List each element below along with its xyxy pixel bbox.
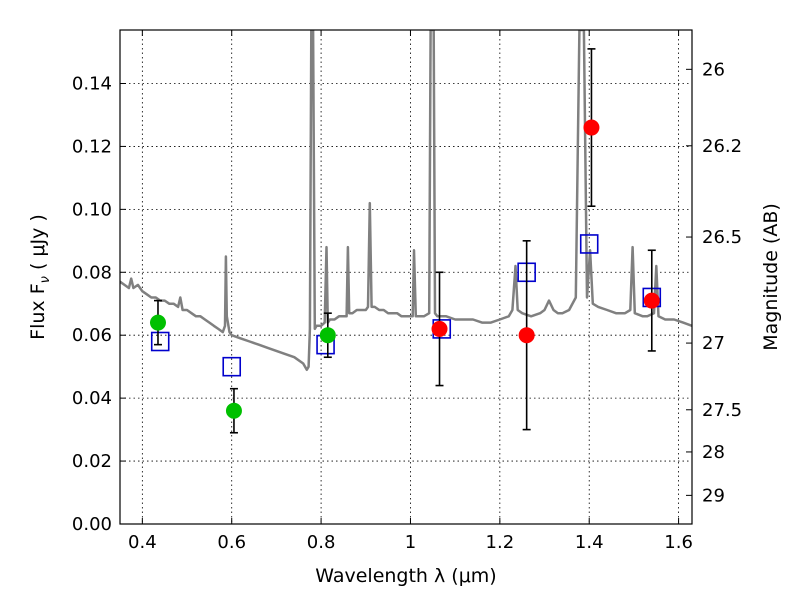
y-axis-title-main: Flux F (27, 283, 49, 339)
y-axis-title-subscript: ν (38, 276, 53, 283)
nir-point (431, 320, 448, 337)
x-axis: 0.4 0.6 0.8 1 1.2 1.4 1.6 (128, 30, 693, 553)
x-tick-label: 1.6 (664, 532, 693, 553)
optical-point (319, 327, 336, 344)
spectrum-line (120, 30, 692, 372)
plot-frame (119, 29, 693, 525)
y2-tick-label: 26.5 (702, 227, 742, 248)
model-square (579, 234, 599, 254)
y2-tick-label: 26.2 (702, 136, 742, 157)
y-tick-label: 0.10 (72, 199, 112, 220)
x-tick-label: 1.4 (575, 532, 604, 553)
y-tick-label: 0.06 (72, 325, 112, 346)
x-tick-label: 1.2 (486, 532, 515, 553)
y-axis-magnitude: 26 26.2 26.5 27 27.5 28 29 (686, 59, 742, 506)
y-tick-label: 0.14 (72, 73, 112, 94)
y2-tick-label: 27.5 (702, 400, 742, 421)
model-square (150, 331, 170, 352)
y-tick-label: 0.12 (72, 136, 112, 157)
y-tick-label: 0.00 (72, 514, 112, 535)
y-axis-flux: 0.00 0.02 0.04 0.06 0.08 0.10 0.12 0.14 (72, 73, 126, 535)
optical-point (225, 402, 242, 419)
model-square (222, 356, 242, 377)
y2-tick-label: 28 (702, 442, 725, 463)
y-tick-label: 0.02 (72, 451, 112, 472)
y-axis-title-units: ( μJy ) (27, 214, 49, 276)
x-tick-label: 0.8 (307, 532, 336, 553)
x-tick-label: 0.6 (217, 532, 246, 553)
y2-tick-label: 26 (702, 59, 725, 80)
y2-axis-title: Magnitude (AB) (760, 203, 782, 351)
nir-point (518, 327, 535, 344)
x-axis-title: Wavelength λ (μm) (315, 565, 496, 587)
nir-point (583, 119, 600, 136)
y2-tick-label: 27 (702, 333, 725, 354)
y-tick-label: 0.04 (72, 388, 112, 409)
y2-tick-label: 29 (702, 485, 725, 506)
x-tick-label: 0.4 (128, 532, 157, 553)
optical-point (149, 314, 166, 331)
plot-area (120, 30, 692, 434)
x-tick-label: 1 (405, 532, 416, 553)
nir-point (643, 292, 660, 309)
y-tick-label: 0.08 (72, 262, 112, 283)
plot-background (120, 30, 692, 524)
y-axis-title: Flux Fν ( μJy ) (27, 214, 53, 340)
